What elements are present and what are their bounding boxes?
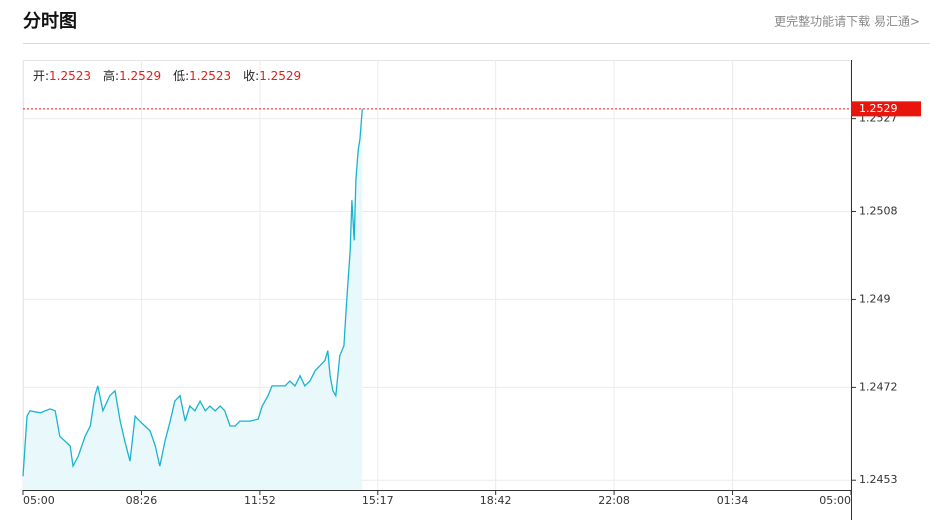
x-tick-label: 01:34 (717, 494, 749, 507)
last-price-tag (851, 101, 921, 117)
x-tick-label: 11:52 (244, 494, 276, 507)
quote-label: 开: (33, 69, 49, 83)
download-link[interactable]: 更完整功能请下载 易汇通> (774, 14, 920, 29)
quote-value: 1.2529 (119, 69, 161, 83)
quote-label: 低: (173, 69, 189, 83)
quote-label: 高: (103, 68, 119, 83)
y-tick-label: 1.2508 (859, 204, 898, 217)
quote-label: 收: (243, 69, 259, 83)
quote-value: 1.2523 (49, 69, 91, 83)
y-tick-label: 1.2472 (859, 380, 898, 393)
plot-frame (23, 60, 852, 491)
x-tick-label: 18:42 (480, 494, 512, 507)
y-tick-label: 1.2453 (859, 473, 898, 486)
last-price-label: 1.2529 (859, 102, 898, 115)
quote-row: 开:1.2523 高:1.2529 低:1.2523 收:1.2529 (33, 68, 301, 83)
quote-value: 1.2523 (189, 69, 231, 83)
page-title: 分时图 (23, 11, 77, 32)
x-tick-label: 08:26 (126, 494, 158, 507)
x-tick-label: 05:00 (819, 494, 851, 507)
quote-value: 1.2529 (259, 69, 301, 83)
x-tick-label: 22:08 (598, 494, 630, 507)
y-tick-label: 1.249 (859, 292, 891, 305)
x-tick-label: 05:00 (23, 494, 55, 507)
price-line (22, 108, 363, 477)
x-tick-label: 15:17 (362, 494, 394, 507)
area (23, 108, 363, 491)
